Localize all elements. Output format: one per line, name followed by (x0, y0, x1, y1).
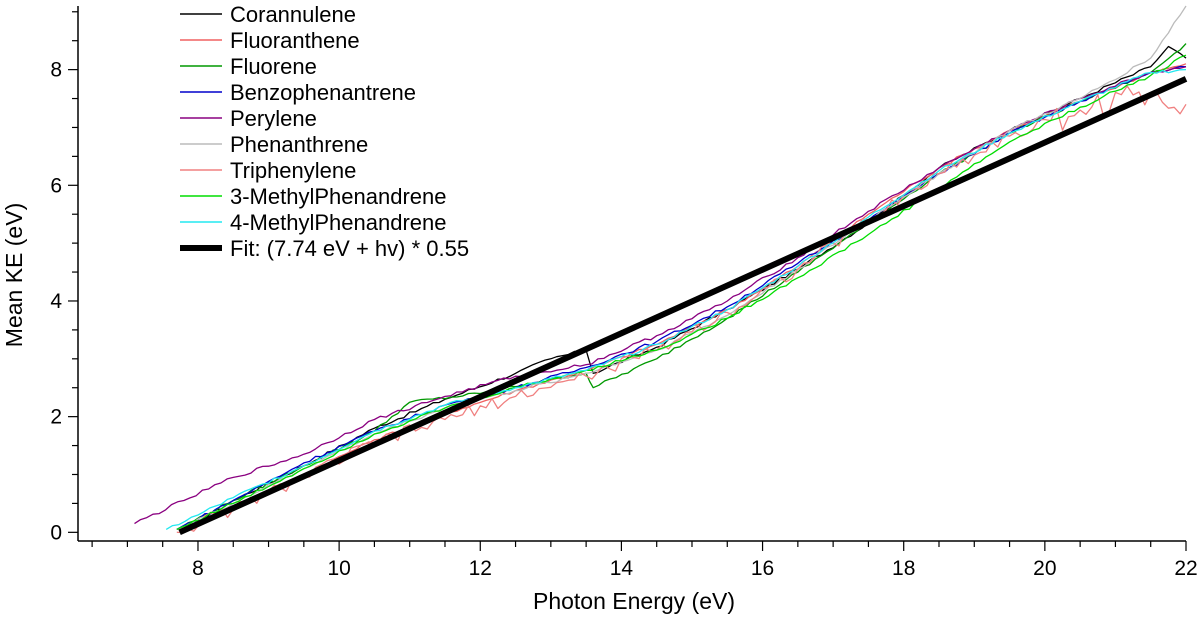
plot-area (134, 5, 1188, 536)
y-tick-label: 8 (50, 59, 62, 82)
legend: CorannuleneFluorantheneFluoreneBenzophen… (180, 2, 469, 261)
legend-label: Phenanthrene (230, 132, 368, 157)
legend-label: Fit: (7.74 eV + hv) * 0.55 (230, 236, 469, 261)
x-axis-label: Photon Energy (eV) (533, 588, 735, 614)
y-tick-label: 4 (50, 290, 62, 313)
y-tick-label: 0 (50, 521, 62, 544)
legend-label: 4-MethylPhenandrene (230, 210, 446, 235)
x-tick-label: 22 (1174, 557, 1197, 580)
axes: 8 10 12 14 16 18 20 22 0 2 4 6 8 (50, 6, 1198, 580)
x-tick-label: 20 (1033, 557, 1056, 580)
y-axis-label: Mean KE (eV) (1, 203, 27, 347)
legend-label: Corannulene (230, 2, 356, 27)
x-tick-label: 12 (469, 557, 492, 580)
series-line-fit-7-74-ev-hv-0-55 (178, 76, 1188, 536)
x-tick-label: 8 (192, 557, 204, 580)
y-tick-label: 6 (50, 174, 62, 197)
x-tick-label: 14 (610, 557, 634, 580)
x-tick-label: 18 (892, 557, 915, 580)
legend-label: Benzophenantrene (230, 80, 416, 105)
legend-label: Perylene (230, 106, 317, 131)
legend-label: 3-MethylPhenandrene (230, 184, 446, 209)
x-tick-label: 16 (751, 557, 774, 580)
y-tick-label: 2 (50, 406, 62, 429)
legend-label: Fluoranthene (230, 28, 360, 53)
legend-label: Fluorene (230, 54, 317, 79)
series-line-benzophenantrene (176, 65, 1187, 530)
x-tick-label: 10 (327, 557, 350, 580)
series-line-4-methylphenandrene (165, 68, 1187, 530)
legend-label: Triphenylene (230, 158, 356, 183)
series-line-3-methylphenandrene (176, 54, 1187, 530)
